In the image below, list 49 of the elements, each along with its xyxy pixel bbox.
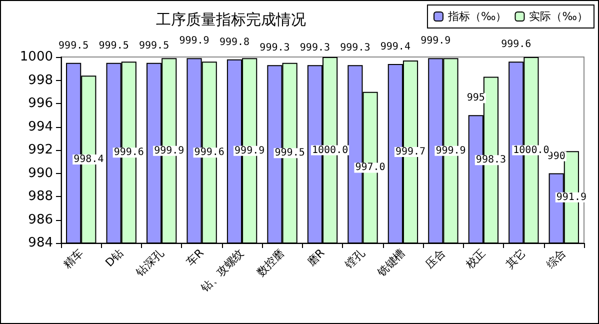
- data-label: 1000.0: [513, 144, 550, 156]
- x-tick-label: 车R: [184, 246, 207, 269]
- legend-label: 实际（‰）: [529, 10, 588, 23]
- data-label: 999.5: [274, 148, 305, 159]
- data-label: 999.9: [179, 36, 210, 47]
- data-label: 1000.0: [312, 144, 348, 156]
- legend-label: 指标（‰）: [446, 10, 507, 23]
- x-tick-label: 钻深孔: [132, 246, 166, 280]
- y-tick-label: 998: [28, 72, 53, 88]
- y-tick-label: 990: [28, 166, 53, 181]
- y-tick-label: 984: [28, 236, 53, 250]
- x-tick-label: 镗孔: [342, 246, 368, 272]
- data-label: 999.6: [194, 147, 224, 158]
- y-tick-label: 1000: [20, 50, 53, 64]
- y-tick-label: 992: [28, 142, 53, 158]
- x-tick-label: 其它: [504, 246, 528, 272]
- data-label: 999.9: [234, 145, 265, 156]
- data-label: 999.6: [114, 147, 144, 158]
- x-tick-label: 铣键槽: [374, 246, 408, 280]
- x-tick-label: 精车: [60, 246, 86, 272]
- x-tick-label: 数控磨: [254, 246, 287, 279]
- data-label: 995: [466, 92, 485, 104]
- data-label: 999.3: [260, 42, 290, 54]
- x-tick-label: 校正: [462, 246, 488, 272]
- data-label: 999.3: [300, 42, 330, 54]
- data-label: 991.9: [556, 192, 586, 203]
- x-tick-label: 磨R: [304, 246, 328, 269]
- data-label: 999.5: [138, 40, 170, 52]
- data-label: 999.8: [219, 36, 250, 48]
- data-label: 999.9: [420, 36, 451, 47]
- y-tick-label: 986: [28, 212, 53, 228]
- data-label: 998.3: [476, 154, 506, 166]
- data-label: 997.0: [355, 162, 386, 174]
- y-tick-label: 994: [28, 119, 53, 134]
- x-tick-label: 综合: [544, 246, 568, 272]
- x-tick-label: D钻: [102, 246, 126, 270]
- data-label: 999.7: [395, 146, 426, 158]
- data-label: 999.6: [501, 39, 532, 50]
- y-tick-label: 996: [28, 96, 53, 111]
- x-tick-label: 压合: [423, 246, 448, 272]
- data-label: 998.4: [74, 154, 104, 166]
- data-label: 999.3: [340, 42, 370, 54]
- data-label: 999.9: [154, 145, 184, 156]
- data-label: 999.5: [98, 40, 129, 52]
- data-label: 999.4: [380, 41, 410, 52]
- data-label: 999.5: [58, 40, 89, 52]
- y-tick-label: 988: [28, 189, 53, 204]
- chart-title: 工序质量指标完成情况: [156, 10, 306, 28]
- data-label: 999.9: [436, 145, 466, 156]
